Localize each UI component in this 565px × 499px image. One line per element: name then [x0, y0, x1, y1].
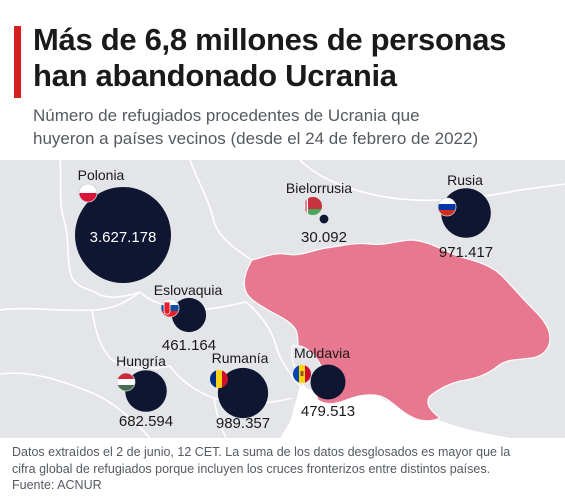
flag-rusia — [437, 197, 457, 217]
subtitle-line-2: huyeron a países vecinos (desde el 24 de… — [33, 129, 479, 148]
bubble-moldavia — [310, 364, 346, 400]
footnote: Datos extraídos el 2 de junio, 12 CET. L… — [12, 444, 557, 494]
flag-bielorrusia — [304, 197, 322, 215]
bubble-eslovaquia — [171, 297, 207, 333]
accent-bar — [14, 26, 21, 98]
map: Polonia Bielorrusia Rusia Eslovaquia Hun… — [0, 160, 565, 438]
flag-rumania — [210, 370, 228, 388]
label-bielorrusia: Bielorrusia — [286, 180, 352, 196]
bubble-rumania — [217, 367, 269, 419]
label-rumania: Rumanía — [212, 350, 269, 366]
value-rumania: 989.357 — [216, 415, 270, 432]
value-rusia: 971.417 — [439, 244, 493, 261]
source: Fuente: ACNUR — [12, 478, 102, 492]
value-bielorrusia: 30.092 — [301, 229, 347, 246]
country-borders — [0, 160, 565, 438]
label-polonia: Polonia — [78, 167, 125, 183]
bubble-bielorrusia — [319, 214, 329, 224]
chart-subtitle: Número de refugiados procedentes de Ucra… — [33, 104, 558, 150]
title-line-2: han abandonado Ucrania — [33, 58, 397, 93]
label-rusia: Rusia — [447, 172, 483, 188]
flag-hungria — [116, 372, 136, 392]
title-line-1: Más de 6,8 millones de personas — [33, 22, 507, 57]
label-hungria: Hungría — [116, 353, 166, 369]
flag-polonia — [78, 183, 98, 203]
value-eslovaquia: 461.164 — [162, 337, 216, 354]
subtitle-line-1: Número de refugiados procedentes de Ucra… — [33, 106, 420, 125]
chart-title: Más de 6,8 millones de personas han aban… — [33, 22, 558, 94]
flag-eslovaquia — [160, 298, 180, 318]
value-moldavia: 479.513 — [301, 403, 355, 420]
bubble-hungria — [125, 370, 167, 412]
footnote-line-2: cifra global de refugiados porque incluy… — [12, 461, 491, 476]
bubble-polonia — [75, 187, 171, 283]
footnote-line-1: Datos extraídos el 2 de junio, 12 CET. L… — [12, 445, 511, 459]
flag-moldavia — [293, 365, 311, 383]
value-hungria: 682.594 — [119, 413, 173, 430]
label-moldavia: Moldavia — [294, 345, 350, 361]
value-polonia: 3.627.178 — [90, 229, 157, 246]
label-eslovaquia: Eslovaquia — [154, 282, 223, 298]
